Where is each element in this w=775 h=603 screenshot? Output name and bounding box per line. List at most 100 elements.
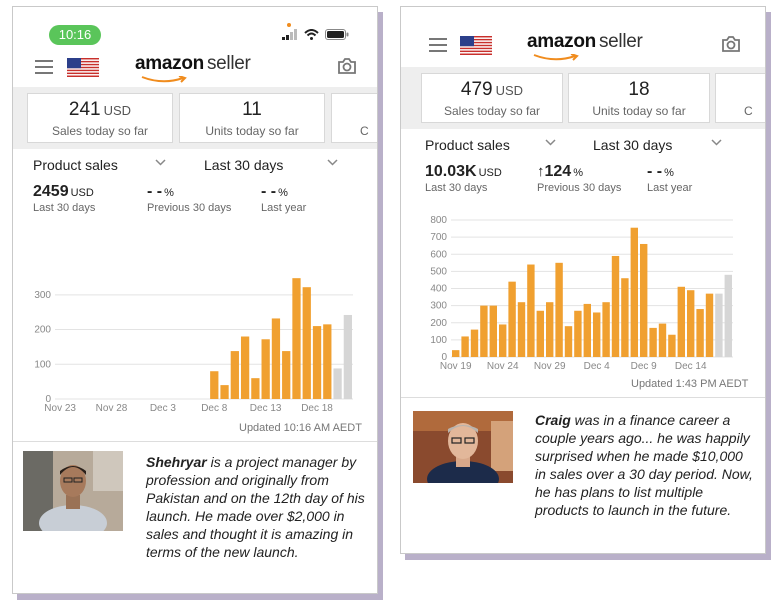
- period-dropdown[interactable]: Last 30 days: [593, 137, 673, 153]
- tile-sales-today[interactable]: 241 USD Sales today so far: [27, 93, 173, 143]
- bar: [499, 324, 507, 357]
- camera-icon[interactable]: [337, 57, 357, 75]
- bar: [323, 324, 332, 399]
- x-tick-label: Dec 14: [675, 361, 707, 372]
- camera-icon[interactable]: [721, 35, 741, 53]
- y-tick-label: 400: [430, 284, 447, 295]
- x-tick-label: Dec 18: [301, 403, 333, 414]
- metric-previous: ↑124% Previous 30 days: [537, 163, 622, 194]
- signal-icon: [282, 29, 297, 40]
- bar: [251, 378, 260, 399]
- y-tick-label: 0: [441, 352, 447, 363]
- metric-last-year: - -% Last year: [261, 183, 307, 214]
- tile-partial[interactable]: C: [331, 93, 377, 143]
- bar: [489, 305, 497, 357]
- bar: [292, 278, 301, 399]
- updated-timestamp: Updated 1:43 PM AEDT: [631, 378, 749, 390]
- today-summary-band: 241 USD Sales today so far 11 Units today…: [13, 87, 377, 149]
- x-tick-label: Dec 8: [201, 403, 228, 414]
- chevron-down-icon[interactable]: [545, 139, 556, 146]
- tile-label: C: [360, 124, 369, 138]
- logo-suffix: seller: [598, 31, 643, 52]
- app-header: amazon seller: [401, 21, 765, 61]
- tile-sales-today[interactable]: 479 USD Sales today so far: [421, 73, 563, 123]
- bar: [574, 310, 582, 357]
- bar: [480, 305, 488, 357]
- tile-partial[interactable]: C: [715, 73, 765, 123]
- bar: [536, 310, 544, 357]
- bar: [271, 318, 281, 399]
- bar: [687, 290, 695, 357]
- today-summary-band: 479 USD Sales today so far 18 Units today…: [401, 67, 765, 129]
- smile-arrow-icon: [533, 54, 579, 61]
- y-tick-label: 600: [430, 249, 447, 260]
- x-tick-label: Dec 9: [631, 361, 658, 372]
- y-tick-label: 500: [430, 266, 447, 277]
- bar: [333, 368, 342, 399]
- menu-icon[interactable]: [35, 60, 53, 74]
- logo-suffix: seller: [206, 53, 251, 74]
- amazon-seller-logo: amazon seller: [135, 53, 251, 83]
- chevron-down-icon[interactable]: [327, 159, 338, 166]
- bar: [261, 339, 270, 399]
- chevron-down-icon[interactable]: [711, 139, 722, 146]
- x-tick-label: Nov 24: [487, 361, 519, 372]
- sales-metrics: 2459 USD Last 30 days - -% Previous 30 da…: [13, 181, 377, 231]
- bar: [343, 314, 352, 399]
- logo-word: amazon: [135, 53, 204, 74]
- tile-units-today[interactable]: 18 Units today so far: [568, 73, 710, 123]
- story-text: is a project manager by profession and o…: [146, 454, 365, 560]
- tile-value: 18: [628, 79, 650, 100]
- seller-photo-craig: [413, 411, 513, 483]
- tile-units-today[interactable]: 11 Units today so far: [179, 93, 325, 143]
- privacy-indicator-dot: [287, 23, 291, 27]
- tile-label: Sales today so far: [51, 124, 149, 138]
- app-header: amazon seller: [13, 47, 377, 87]
- x-tick-label: Dec 4: [584, 361, 611, 372]
- tile-unit: USD: [103, 103, 132, 118]
- menu-icon[interactable]: [429, 38, 447, 52]
- story-name: Shehryar: [146, 454, 207, 470]
- bar: [555, 262, 563, 357]
- seller-screenshot-right: amazon seller 479 USD Sales today so far 1…: [400, 6, 766, 554]
- metric-total: 2459 USD Last 30 days: [33, 183, 96, 214]
- bar: [517, 302, 526, 357]
- bar: [696, 309, 704, 357]
- us-flag-icon[interactable]: [460, 36, 492, 55]
- x-tick-label: Nov 28: [96, 403, 128, 414]
- bar: [282, 351, 291, 399]
- wifi-icon: [304, 29, 319, 40]
- x-tick-label: Nov 19: [440, 361, 472, 372]
- bar: [461, 336, 469, 357]
- tile-value: 479: [460, 79, 493, 100]
- trend-up-arrow-icon: ↑: [537, 163, 545, 180]
- bar: [630, 227, 638, 357]
- bar: [508, 281, 516, 357]
- us-flag-icon[interactable]: [67, 58, 99, 77]
- bar: [593, 312, 601, 357]
- bar: [220, 385, 229, 399]
- divider: [13, 441, 377, 442]
- bar: [611, 255, 620, 357]
- y-tick-label: 100: [34, 359, 51, 370]
- tile-label: C: [744, 104, 753, 118]
- y-tick-label: 200: [430, 318, 447, 329]
- logo-word: amazon: [527, 31, 596, 52]
- bar: [302, 287, 311, 399]
- bar: [658, 323, 667, 357]
- chevron-down-icon[interactable]: [155, 159, 166, 166]
- bar: [527, 264, 535, 357]
- metric-dropdown[interactable]: Product sales: [33, 157, 118, 173]
- sales-metrics: 10.03K USD Last 30 days ↑124% Previous 30…: [401, 161, 765, 211]
- seller-screenshot-left: 10:16 amazon seller 241 USD Sales today so…: [12, 6, 378, 594]
- metric-dropdown[interactable]: Product sales: [425, 137, 510, 153]
- y-tick-label: 0: [45, 394, 51, 405]
- bar: [640, 243, 648, 357]
- metric-previous: - -% Previous 30 days: [147, 183, 232, 214]
- y-tick-label: 800: [430, 215, 447, 226]
- bar: [715, 293, 723, 357]
- smile-arrow-icon: [141, 76, 187, 83]
- period-dropdown[interactable]: Last 30 days: [204, 157, 284, 173]
- chart-selectors: Product sales Last 30 days: [13, 149, 377, 181]
- tile-label: Sales today so far: [443, 104, 541, 118]
